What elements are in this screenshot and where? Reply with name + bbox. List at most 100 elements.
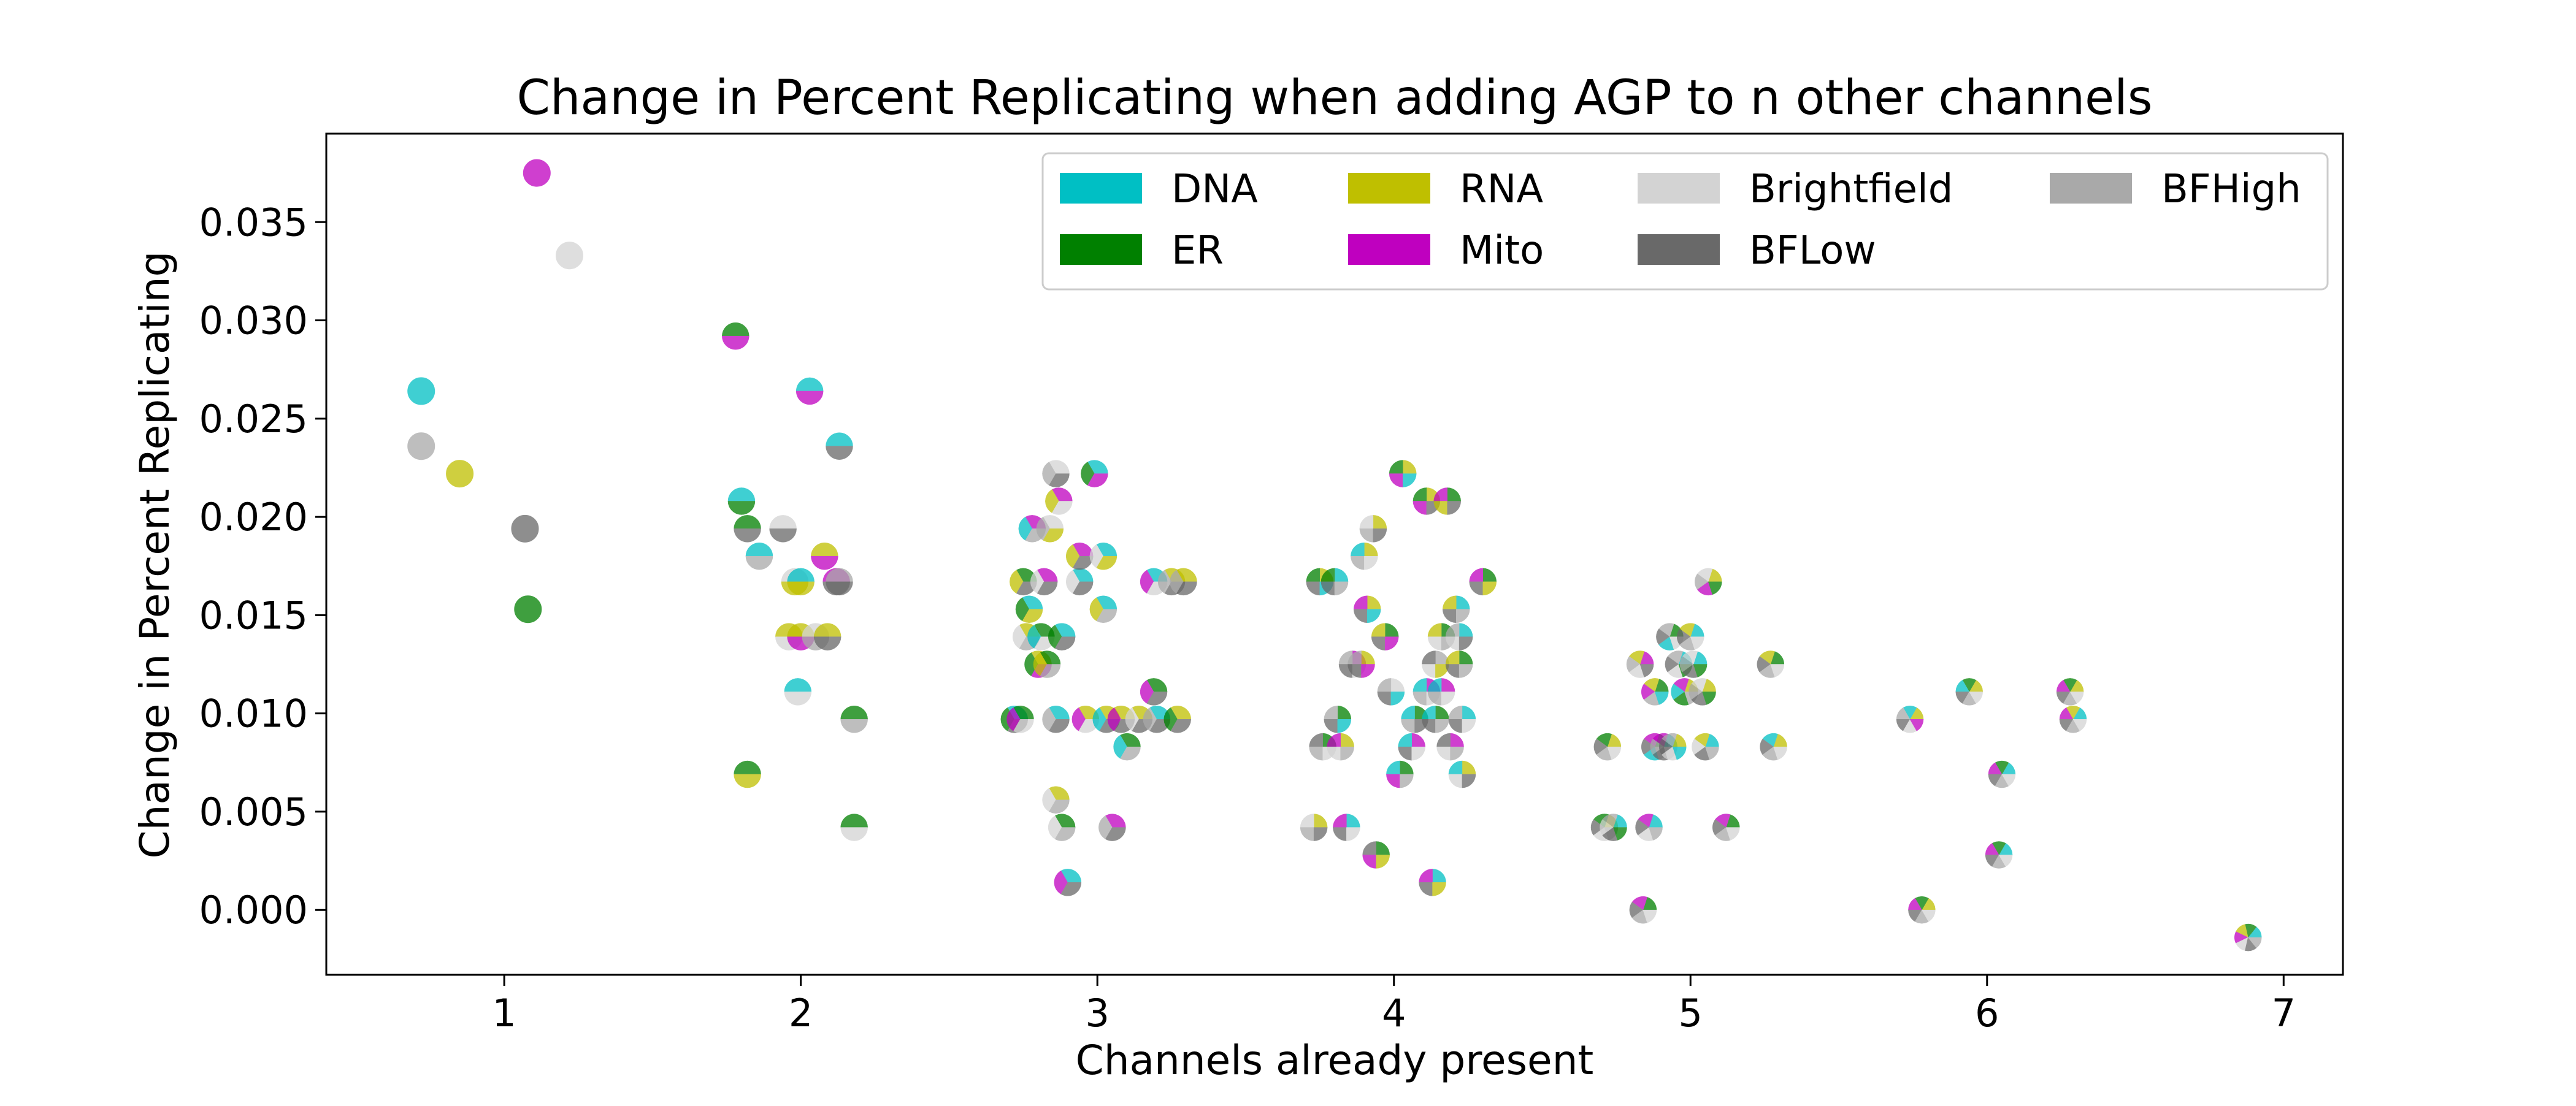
point-wedge bbox=[1060, 869, 1082, 883]
x-axis-ticks: 1 2 3 4 5 6 7 bbox=[492, 975, 2296, 1035]
scatter-point bbox=[1445, 650, 1473, 678]
scatter-point bbox=[1641, 678, 1669, 706]
scatter-point bbox=[1442, 595, 1470, 624]
point-wedge bbox=[1163, 707, 1178, 731]
point-wedge bbox=[1113, 734, 1127, 759]
point-wedge bbox=[734, 528, 761, 543]
point-wedge bbox=[813, 623, 841, 637]
point-wedge bbox=[795, 391, 824, 405]
point-wedge bbox=[1643, 909, 1657, 923]
scatter-point bbox=[1371, 623, 1399, 650]
scatter-point bbox=[1351, 542, 1378, 570]
point-wedge bbox=[1321, 568, 1335, 582]
point-wedge bbox=[1376, 841, 1390, 855]
scatter-point bbox=[1377, 678, 1405, 706]
x-axis-label: Channels already present bbox=[1076, 1037, 1594, 1084]
scatter-point bbox=[1098, 814, 1126, 841]
point-wedge bbox=[1442, 595, 1457, 610]
scatter-points bbox=[407, 159, 2262, 952]
x-tick-label: 6 bbox=[1975, 991, 1999, 1035]
point-wedge bbox=[1442, 609, 1457, 624]
point-wedge bbox=[840, 719, 868, 733]
point-wedge bbox=[1377, 692, 1392, 706]
point-wedge bbox=[1361, 650, 1375, 665]
point-wedge bbox=[1427, 636, 1442, 650]
point-wedge bbox=[514, 595, 542, 624]
legend-swatch bbox=[2050, 173, 2132, 204]
point-wedge bbox=[1049, 473, 1070, 487]
scatter-point bbox=[407, 432, 435, 460]
point-wedge bbox=[1353, 595, 1368, 610]
y-tick-label: 0.035 bbox=[199, 200, 309, 245]
point-wedge bbox=[1089, 597, 1104, 622]
point-wedge bbox=[1054, 623, 1076, 637]
point-wedge bbox=[1324, 706, 1338, 720]
point-wedge bbox=[1013, 706, 1034, 720]
point-wedge bbox=[1367, 595, 1381, 610]
scatter-point bbox=[1679, 650, 1708, 678]
point-wedge bbox=[523, 159, 551, 187]
legend-swatch bbox=[1060, 173, 1142, 204]
point-wedge bbox=[1071, 707, 1086, 731]
scatter-point bbox=[769, 515, 797, 543]
point-wedge bbox=[1693, 664, 1708, 677]
scatter-point bbox=[446, 460, 474, 488]
scatter-point bbox=[1908, 896, 1936, 924]
point-wedge bbox=[1300, 827, 1314, 841]
point-wedge bbox=[1400, 774, 1414, 788]
point-wedge bbox=[1340, 733, 1354, 747]
point-wedge bbox=[1450, 746, 1464, 761]
y-tick-label: 0.020 bbox=[199, 495, 309, 540]
point-wedge bbox=[1333, 827, 1347, 841]
point-wedge bbox=[1435, 719, 1449, 733]
point-wedge bbox=[1384, 636, 1399, 650]
scatter-point bbox=[1018, 515, 1046, 543]
scatter-point bbox=[1170, 568, 1197, 596]
point-wedge bbox=[1441, 678, 1455, 692]
scatter-point bbox=[1658, 733, 1687, 761]
scatter-point bbox=[1760, 733, 1787, 761]
scatter-point bbox=[1042, 706, 1070, 733]
point-wedge bbox=[727, 487, 756, 502]
scatter-point bbox=[1081, 460, 1108, 487]
point-wedge bbox=[1422, 650, 1436, 665]
x-tick-label: 3 bbox=[1085, 991, 1109, 1035]
scatter-point bbox=[1042, 786, 1070, 814]
scatter-point bbox=[1692, 733, 1719, 761]
point-wedge bbox=[1469, 568, 1484, 582]
point-wedge bbox=[1170, 719, 1191, 733]
point-wedge bbox=[1334, 568, 1349, 582]
point-wedge bbox=[1708, 581, 1722, 595]
point-wedge bbox=[1386, 774, 1400, 788]
point-wedge bbox=[1087, 473, 1108, 487]
scatter-point bbox=[840, 814, 868, 841]
scatter-point bbox=[1089, 595, 1117, 624]
point-wedge bbox=[813, 636, 841, 650]
point-wedge bbox=[1921, 909, 1936, 922]
point-wedge bbox=[1402, 460, 1417, 474]
point-wedge bbox=[1049, 799, 1070, 814]
point-wedge bbox=[1306, 568, 1321, 582]
legend-label: Brightfield bbox=[1749, 167, 1953, 212]
point-wedge bbox=[1049, 460, 1070, 474]
scatter-point bbox=[734, 515, 761, 543]
point-wedge bbox=[734, 760, 761, 775]
point-wedge bbox=[2069, 692, 2084, 704]
point-wedge bbox=[1389, 473, 1403, 487]
scatter-point bbox=[1362, 841, 1390, 869]
x-tick-label: 1 bbox=[492, 991, 516, 1035]
scatter-point bbox=[813, 623, 841, 650]
scatter-point bbox=[1955, 678, 1984, 706]
x-tick-label: 2 bbox=[789, 991, 813, 1035]
point-wedge bbox=[840, 827, 868, 841]
point-wedge bbox=[1427, 678, 1442, 692]
point-wedge bbox=[1054, 827, 1076, 841]
point-wedge bbox=[1105, 814, 1126, 828]
point-wedge bbox=[1361, 664, 1375, 678]
scatter-point bbox=[795, 377, 824, 405]
scatter-point bbox=[1427, 678, 1455, 706]
scatter-point bbox=[1635, 814, 1663, 841]
point-wedge bbox=[1351, 542, 1365, 557]
point-wedge bbox=[1433, 501, 1447, 515]
y-tick-label: 0.010 bbox=[199, 692, 309, 736]
